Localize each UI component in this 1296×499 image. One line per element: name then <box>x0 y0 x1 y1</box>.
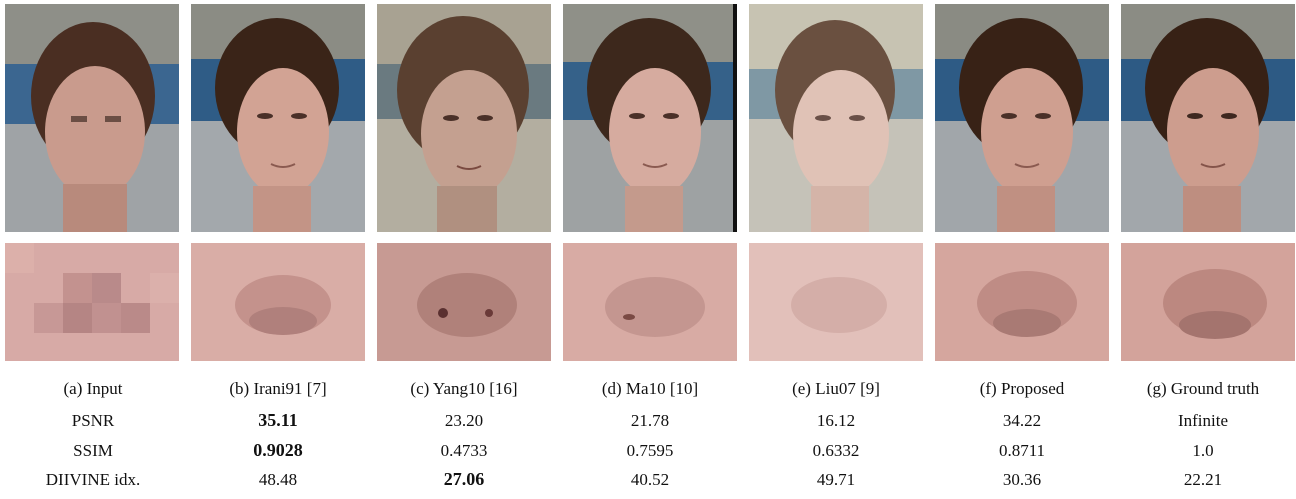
ssim-yang10: 0.4733 <box>440 441 488 460</box>
nose-crop-liu07 <box>749 243 923 361</box>
face-image-ground-truth <box>1121 4 1295 232</box>
row-label-psnr: PSNR <box>71 411 115 430</box>
diivine-liu07: 49.71 <box>816 470 856 489</box>
diivine-ground-truth: 22.21 <box>1183 470 1223 489</box>
face-image-liu07 <box>749 4 923 232</box>
caption-liu07: (e) Liu07 [9] <box>792 379 880 398</box>
diivine-ma10: 40.52 <box>630 470 670 489</box>
caption-proposed: (f) Proposed <box>979 379 1065 398</box>
row-label-ssim: SSIM <box>73 441 113 460</box>
psnr-liu07: 16.12 <box>816 411 856 430</box>
caption-ground-truth: (g) Ground truth <box>1146 379 1260 398</box>
psnr-ground-truth: Infinite <box>1177 411 1229 430</box>
nose-crop-ground-truth <box>1121 243 1295 361</box>
face-image-ma10 <box>563 4 737 232</box>
ssim-ma10: 0.7595 <box>626 441 674 460</box>
caption-ma10: (d) Ma10 [10] <box>601 379 699 398</box>
ssim-liu07: 0.6332 <box>812 441 860 460</box>
face-image-yang10 <box>377 4 551 232</box>
psnr-ma10: 21.78 <box>630 411 670 430</box>
nose-crop-proposed <box>935 243 1109 361</box>
caption-irani91: (b) Irani91 [7] <box>229 379 327 398</box>
face-image-proposed <box>935 4 1109 232</box>
diivine-irani91: 48.48 <box>258 470 298 489</box>
diivine-yang10: 27.06 <box>443 469 485 489</box>
nose-crop-yang10 <box>377 243 551 361</box>
caption-input: (a) Input <box>63 379 123 398</box>
psnr-yang10: 23.20 <box>444 411 484 430</box>
nose-crop-irani91 <box>191 243 365 361</box>
nose-crop-input <box>5 243 179 361</box>
ssim-irani91: 0.9028 <box>253 440 303 460</box>
ssim-proposed: 0.8711 <box>998 441 1046 460</box>
psnr-proposed: 34.22 <box>1002 411 1042 430</box>
row-label-diivine: DIIVINE idx. <box>45 470 141 489</box>
ssim-ground-truth: 1.0 <box>1192 441 1214 460</box>
psnr-irani91: 35.11 <box>258 410 298 430</box>
caption-yang10: (c) Yang10 [16] <box>410 379 518 398</box>
face-image-input <box>5 4 179 232</box>
face-image-irani91 <box>191 4 365 232</box>
nose-crop-ma10 <box>563 243 737 361</box>
diivine-proposed: 30.36 <box>1002 470 1042 489</box>
